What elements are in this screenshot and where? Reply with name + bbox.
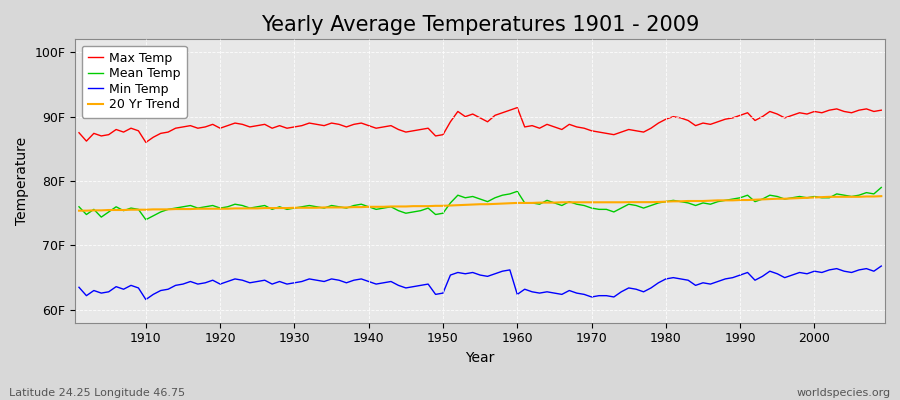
20 Yr Trend — [296, 205, 307, 210]
Mean Temp — [304, 203, 315, 208]
Min Temp — [876, 264, 886, 268]
Min Temp — [512, 292, 523, 297]
Title: Yearly Average Temperatures 1901 - 2009: Yearly Average Temperatures 1901 - 2009 — [261, 15, 699, 35]
Min Temp — [519, 287, 530, 292]
20 Yr Trend — [876, 194, 886, 198]
20 Yr Trend — [505, 201, 516, 206]
Max Temp — [876, 108, 886, 112]
Max Temp — [140, 140, 151, 145]
Min Temp — [133, 286, 144, 290]
Max Temp — [616, 130, 626, 134]
Line: Max Temp: Max Temp — [79, 108, 881, 142]
20 Yr Trend — [74, 208, 85, 213]
Mean Temp — [876, 185, 886, 190]
20 Yr Trend — [133, 207, 144, 212]
Max Temp — [512, 105, 523, 110]
Min Temp — [304, 276, 315, 281]
Y-axis label: Temperature: Temperature — [15, 137, 29, 225]
Line: Mean Temp: Mean Temp — [79, 188, 881, 220]
X-axis label: Year: Year — [465, 351, 495, 365]
Max Temp — [526, 123, 537, 128]
Min Temp — [348, 278, 359, 283]
Mean Temp — [608, 210, 619, 214]
Max Temp — [304, 121, 315, 126]
Min Temp — [608, 294, 619, 299]
Mean Temp — [140, 217, 151, 222]
Mean Temp — [74, 204, 85, 209]
20 Yr Trend — [341, 205, 352, 210]
Mean Temp — [519, 200, 530, 205]
Max Temp — [519, 124, 530, 129]
Mean Temp — [348, 203, 359, 208]
Mean Temp — [512, 189, 523, 194]
Text: worldspecies.org: worldspecies.org — [796, 388, 891, 398]
20 Yr Trend — [601, 200, 612, 205]
20 Yr Trend — [512, 200, 523, 205]
Mean Temp — [133, 207, 144, 212]
Max Temp — [74, 130, 85, 135]
Min Temp — [74, 285, 85, 290]
Line: 20 Yr Trend: 20 Yr Trend — [79, 196, 881, 211]
Legend: Max Temp, Mean Temp, Min Temp, 20 Yr Trend: Max Temp, Mean Temp, Min Temp, 20 Yr Tre… — [82, 46, 187, 118]
Max Temp — [133, 128, 144, 133]
Max Temp — [348, 122, 359, 127]
Line: Min Temp: Min Temp — [79, 266, 881, 300]
Min Temp — [140, 297, 151, 302]
Text: Latitude 24.25 Longitude 46.75: Latitude 24.25 Longitude 46.75 — [9, 388, 185, 398]
